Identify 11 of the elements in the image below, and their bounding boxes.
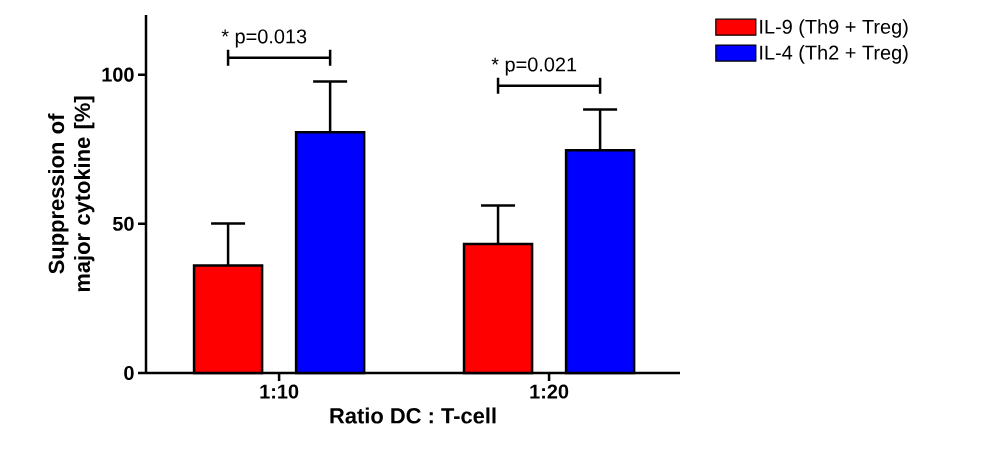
annotation: * p=0.021 xyxy=(491,57,577,76)
y-tick-label: 0 xyxy=(124,365,134,381)
y-axis-title: Suppression of major cytokine [%] xyxy=(48,96,95,292)
x-axis-title: Ratio DC : T-cell xyxy=(330,407,496,424)
x-tick-label: 1:20 xyxy=(530,384,569,399)
y-tick-label: 50 xyxy=(112,216,134,231)
annotation: * p=0.013 xyxy=(221,29,307,48)
legend-label: IL-9 (Th9 + Treg) xyxy=(760,19,908,38)
x-tick-label: 1:10 xyxy=(260,384,299,399)
legend-label: IL-4 (Th2 + Treg) xyxy=(760,45,908,64)
y-tick-label: 100 xyxy=(102,67,134,82)
